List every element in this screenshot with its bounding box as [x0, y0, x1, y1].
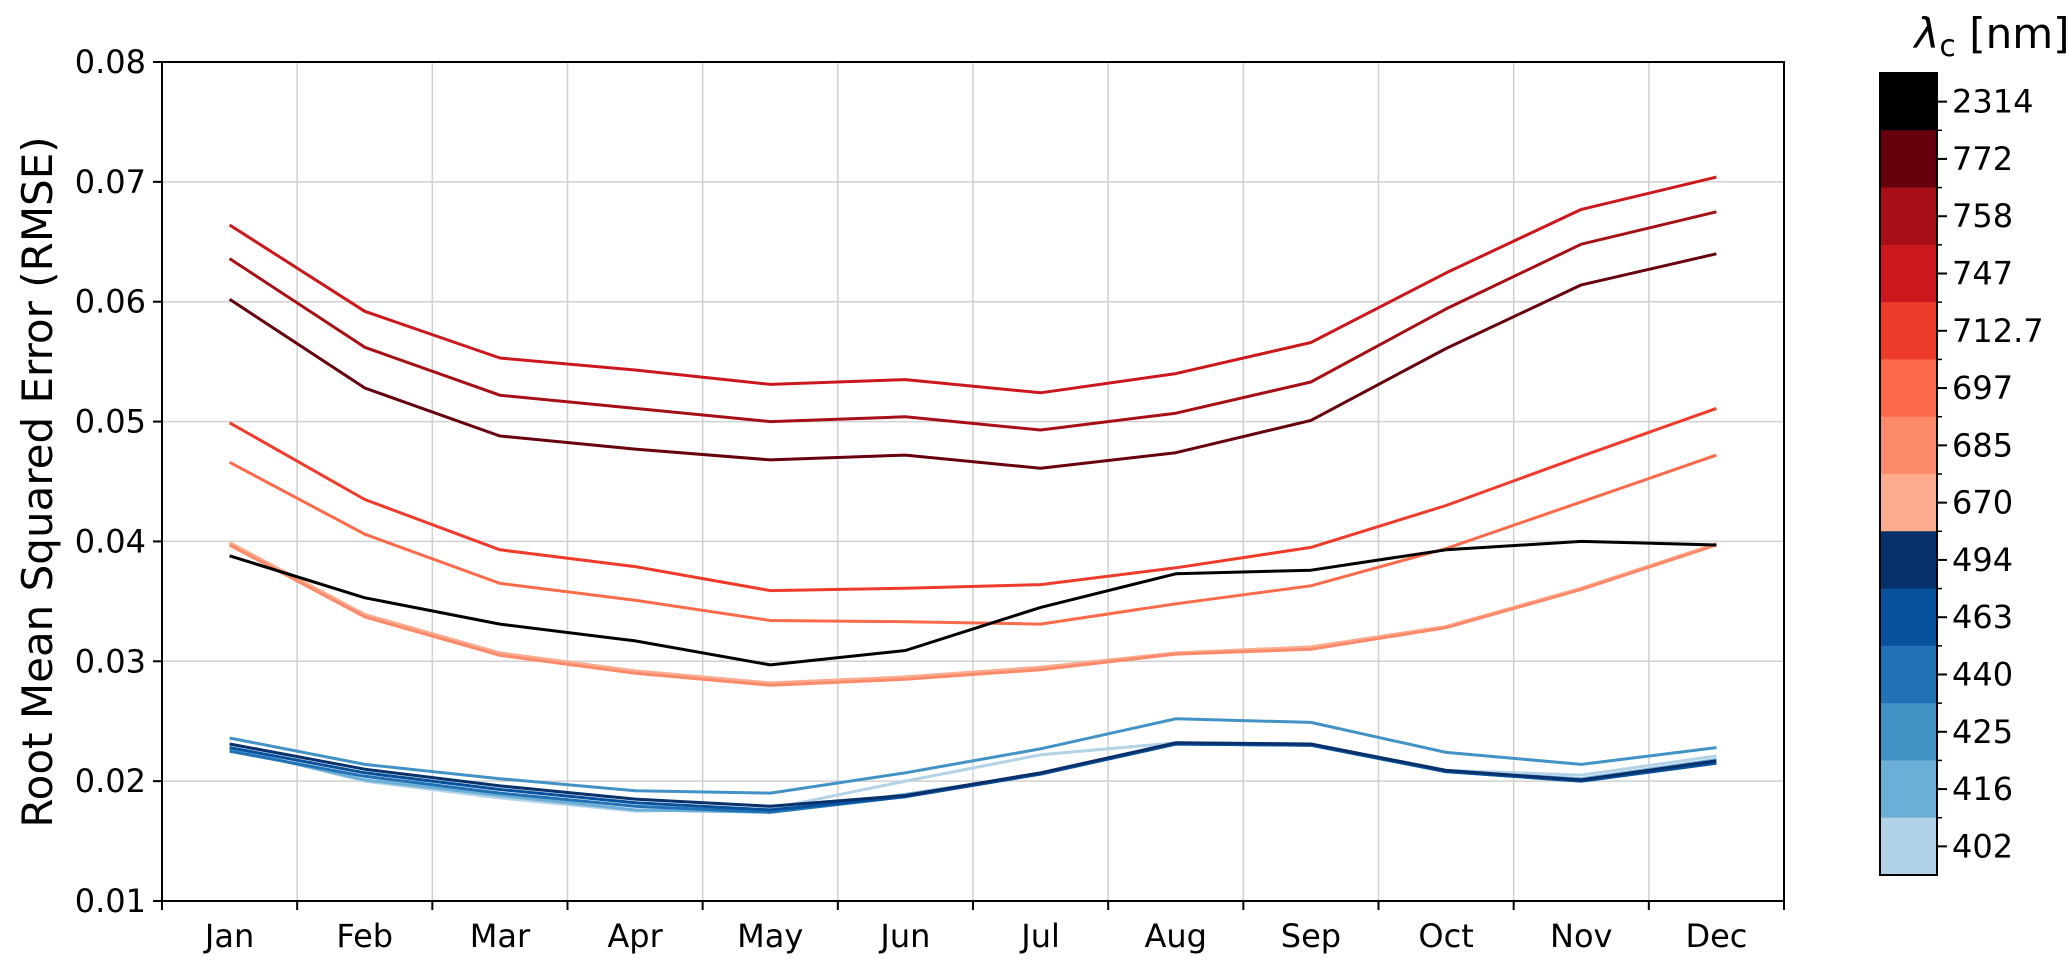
colorbar-swatch — [1880, 416, 1937, 475]
y-tick-label: 0.05 — [75, 403, 146, 441]
colorbar: 2314 772 758 747 712.7 697 685 670 494 463 440 425 4… — [1879, 72, 2044, 876]
colorbar-swatch — [1880, 187, 1937, 246]
colorbar-label: 697 — [1952, 369, 2013, 407]
colorbar-label: 463 — [1952, 598, 2013, 636]
colorbar-swatch — [1880, 73, 1937, 131]
colorbar-label: 2314 — [1952, 83, 2033, 121]
series-line-772 — [228, 252, 1717, 470]
x-tick-label: Mar — [470, 917, 531, 955]
colorbar-swatch — [1880, 645, 1937, 704]
y-tick-label: 0.07 — [75, 163, 146, 201]
x-tick-label: Sep — [1281, 917, 1341, 955]
colorbar-swatch — [1880, 244, 1937, 303]
x-tick-label: Aug — [1145, 917, 1207, 955]
colorbar-swatch — [1880, 817, 1937, 876]
colorbar-frame — [1879, 72, 1938, 876]
colorbar-label: 772 — [1952, 140, 2013, 178]
x-tick-label: Nov — [1550, 917, 1612, 955]
colorbar-label: 685 — [1952, 426, 2013, 464]
series-line-685 — [228, 543, 1717, 687]
y-tick-label: 0.06 — [75, 283, 146, 321]
y-axis: 0.01 0.02 0.03 0.04 0.05 0.06 0.07 0.08 — [75, 43, 162, 920]
series-line-747 — [228, 175, 1717, 395]
series-line-494 — [229, 741, 1717, 808]
colorbar-swatch — [1880, 302, 1937, 360]
x-tick-label: May — [737, 917, 803, 955]
y-axis-title: Root Mean Squared Error (RMSE) — [13, 136, 62, 827]
series-line-697 — [228, 453, 1717, 626]
series-line-2314 — [229, 539, 1717, 667]
colorbar-swatch — [1880, 130, 1937, 189]
x-tick-label: Dec — [1685, 917, 1747, 955]
colorbar-label: 494 — [1952, 541, 2013, 579]
colorbar-swatch — [1880, 359, 1937, 418]
series-line-758 — [228, 210, 1717, 432]
colorbar-label: 402 — [1952, 827, 2013, 865]
colorbar-swatch — [1880, 531, 1937, 590]
x-tick-label: Jan — [203, 917, 254, 955]
colorbar-swatch — [1880, 703, 1937, 761]
y-tick-label: 0.08 — [75, 43, 146, 81]
y-tick-label: 0.03 — [75, 642, 146, 680]
y-tick-label: 0.04 — [75, 522, 146, 560]
x-tick-label: Jul — [1019, 917, 1060, 955]
y-tick-label: 0.01 — [75, 882, 146, 920]
colorbar-label: 758 — [1952, 197, 2013, 235]
colorbar-title: λc [nm] — [1912, 9, 2067, 64]
series-line-425 — [229, 717, 1717, 795]
series-lines — [228, 175, 1717, 814]
colorbar-swatch — [1880, 588, 1937, 647]
x-tick-label: Feb — [336, 917, 393, 955]
colorbar-label: 416 — [1952, 770, 2013, 808]
colorbar-swatch — [1880, 760, 1937, 819]
colorbar-label: 440 — [1952, 656, 2013, 694]
colorbar-label: 670 — [1952, 484, 2013, 522]
x-tick-label: Jun — [878, 917, 930, 955]
x-axis: Jan Feb Mar Apr May Jun Jul Aug Sep Oct Nov Dec — [161, 901, 1785, 955]
x-tick-label: Oct — [1418, 917, 1473, 955]
x-tick-label: Apr — [607, 917, 663, 955]
colorbar-label: 747 — [1952, 255, 2013, 293]
colorbar-swatch — [1880, 474, 1937, 532]
colorbar-label: 712.7 — [1952, 312, 2044, 350]
series-line-712-7 — [228, 406, 1717, 593]
y-tick-label: 0.02 — [75, 762, 146, 800]
colorbar-label: 425 — [1952, 713, 2013, 751]
